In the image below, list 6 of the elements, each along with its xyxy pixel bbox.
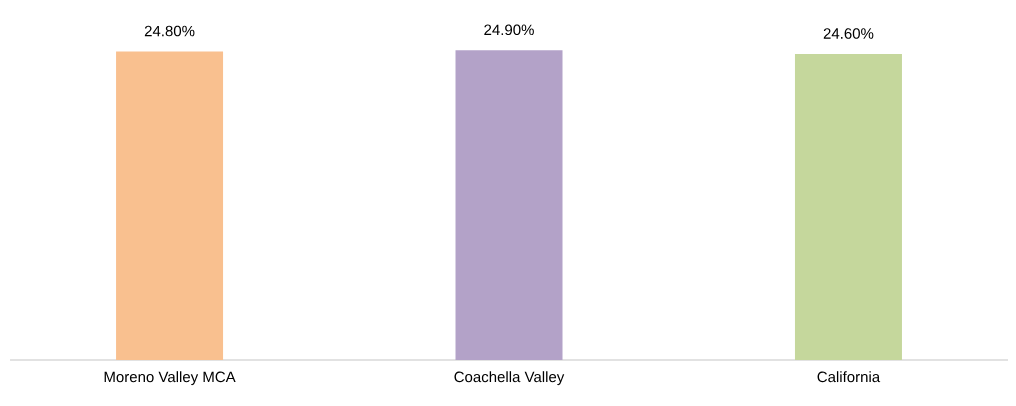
- x-tick-label: California: [817, 371, 881, 383]
- x-tick-label: Moreno Valley MCA: [104, 371, 236, 386]
- data-label: 24.60%: [823, 28, 874, 39]
- data-label: 24.80%: [144, 25, 195, 37]
- x-tick-label: Coachella Valley: [454, 371, 565, 386]
- data-label: 24.90%: [484, 24, 534, 36]
